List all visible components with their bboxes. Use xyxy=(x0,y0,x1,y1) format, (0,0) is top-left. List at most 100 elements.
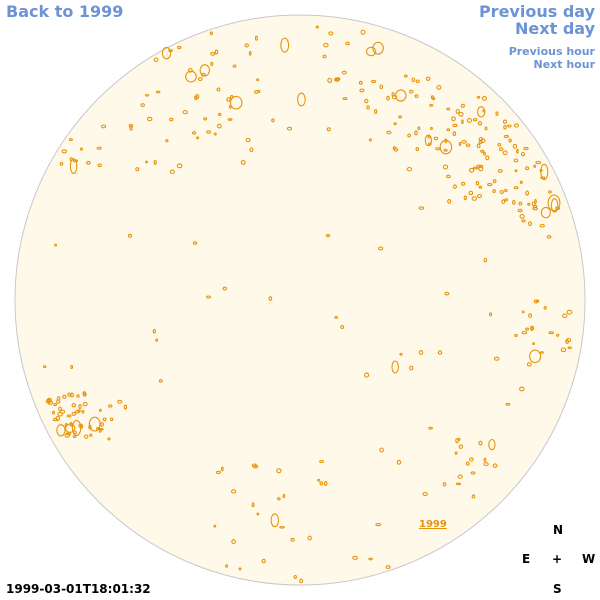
contour-speckle xyxy=(240,160,246,165)
contour-speckle xyxy=(521,330,528,335)
contour-speckle xyxy=(364,372,370,378)
contour-speckle xyxy=(319,481,324,486)
contour-speckle xyxy=(47,400,54,405)
contour-speckle xyxy=(472,166,479,170)
compass-north: N xyxy=(553,523,564,537)
contour-speckle xyxy=(98,427,104,431)
contour-speckle xyxy=(452,131,457,136)
contour-speckle xyxy=(453,184,457,190)
contour-speckle xyxy=(59,161,64,166)
year-link[interactable]: 1999 xyxy=(419,519,447,530)
contour-speckle xyxy=(257,89,261,94)
contour-speckle xyxy=(480,149,485,153)
contour-speckle xyxy=(433,136,439,141)
contour-speckle xyxy=(153,160,157,165)
contour-speckle xyxy=(228,104,232,109)
contour-speckle xyxy=(276,468,282,474)
contour-speckle xyxy=(323,481,328,486)
contour-speckle xyxy=(418,206,425,210)
contour-speckle xyxy=(504,188,508,193)
contour-speckle xyxy=(293,574,297,580)
contour-speckle xyxy=(478,440,483,446)
contour-speckle xyxy=(107,437,111,441)
contour-speckle xyxy=(422,491,428,497)
contour-speckle xyxy=(231,539,236,545)
contour-speckle xyxy=(245,137,251,143)
contour-speckle xyxy=(270,513,280,528)
contour-speckle xyxy=(229,95,243,110)
next-day-link[interactable]: Next day xyxy=(515,19,595,38)
contour-speckle xyxy=(341,70,347,75)
contour-speckle xyxy=(498,147,504,152)
previous-hour-link[interactable]: Previous hour xyxy=(508,45,595,58)
contour-speckle xyxy=(492,189,496,194)
contour-speckle xyxy=(403,74,408,78)
contour-speckle xyxy=(477,121,483,126)
contour-speckle xyxy=(447,199,452,204)
contour-speckle xyxy=(251,502,255,508)
contour-speckle xyxy=(368,557,373,561)
contour-speckle xyxy=(326,127,331,132)
contour-speckle xyxy=(457,474,463,479)
contour-speckle xyxy=(543,305,547,310)
compass-center: + xyxy=(552,552,563,566)
contour-speckle xyxy=(540,176,546,180)
contour-speckle xyxy=(319,459,325,464)
contour-speckle xyxy=(82,401,88,407)
contour-speckle xyxy=(428,426,433,430)
contour-speckle xyxy=(379,447,384,453)
contour-speckle xyxy=(230,489,237,494)
contour-speckle xyxy=(123,404,128,410)
back-to-year-link[interactable]: Back to 1999 xyxy=(6,2,124,21)
contour-speckle xyxy=(54,243,58,247)
contour-speckle xyxy=(562,313,568,318)
contour-speckle xyxy=(395,89,407,102)
previous-day-link[interactable]: Previous day xyxy=(478,2,595,21)
contour-speckle xyxy=(153,57,159,63)
contour-speckle xyxy=(455,108,460,114)
contour-speckle xyxy=(523,146,529,151)
contour-speckle xyxy=(88,416,101,432)
contour-speckle xyxy=(499,189,504,195)
contour-speckle xyxy=(532,207,538,211)
contour-speckle xyxy=(460,103,465,108)
contour-speckle xyxy=(547,194,561,212)
contour-speckle xyxy=(360,29,366,35)
contour-speckle xyxy=(194,95,198,101)
contour-speckle xyxy=(484,126,488,131)
contour-speckle xyxy=(528,221,532,227)
contour-speckle xyxy=(100,422,104,427)
contour-speckle xyxy=(532,342,535,346)
contour-speckle xyxy=(191,131,197,135)
contour-speckle xyxy=(550,198,559,213)
contour-speckle xyxy=(52,418,58,422)
contour-speckle xyxy=(540,206,551,219)
contour-speckle xyxy=(468,190,474,196)
contour-speckle xyxy=(488,312,493,317)
contour-speckle xyxy=(78,404,82,410)
contour-speckle xyxy=(512,143,518,149)
contour-speckle xyxy=(471,494,476,499)
contour-speckle xyxy=(206,130,211,134)
contour-speckle xyxy=(98,428,102,433)
contour-speckle xyxy=(476,95,481,99)
contour-speckle xyxy=(518,201,523,206)
contour-speckle xyxy=(217,112,222,116)
contour-speckle xyxy=(226,97,231,102)
contour-speckle xyxy=(276,497,281,501)
contour-speckle xyxy=(68,138,73,142)
contour-speckle xyxy=(516,148,519,154)
contour-speckle xyxy=(365,46,377,57)
compass-south: S xyxy=(553,582,562,596)
next-hour-link[interactable]: Next hour xyxy=(533,58,596,71)
contour-speckle xyxy=(528,313,533,318)
contour-speckle xyxy=(249,147,254,153)
contour-speckle xyxy=(229,95,234,99)
contour-speckle xyxy=(97,163,102,168)
contour-speckle xyxy=(86,160,91,165)
contour-speckle xyxy=(297,92,306,107)
contour-speckle xyxy=(481,96,488,101)
contour-speckle xyxy=(415,79,420,84)
contour-speckle xyxy=(206,295,211,299)
contour-speckle xyxy=(396,459,402,465)
